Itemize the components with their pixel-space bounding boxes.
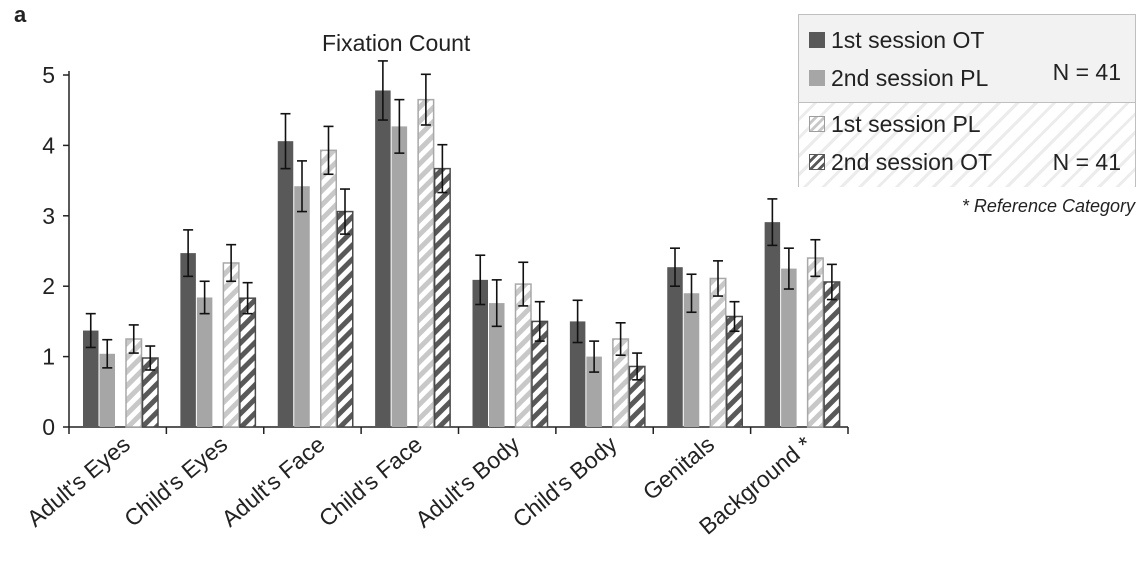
legend-group-1: 1st session OT 2nd session PL N = 41 xyxy=(799,15,1135,103)
bar xyxy=(222,262,240,428)
reference-category-note: * Reference Category xyxy=(961,196,1135,216)
panel-label: a xyxy=(14,2,27,27)
y-tick-label: 4 xyxy=(42,132,55,158)
bar xyxy=(764,222,781,427)
bar xyxy=(569,321,586,427)
legend-n-group-1: N = 41 xyxy=(1052,59,1121,85)
legend-group-2: 1st session PL 2nd session OT N = 41 xyxy=(799,103,1135,187)
bar xyxy=(823,281,841,428)
y-tick-label: 5 xyxy=(42,62,55,88)
bar xyxy=(433,167,451,428)
x-category-label: Child's Body xyxy=(508,431,622,533)
bar xyxy=(294,186,310,427)
x-category-label: Child's Face xyxy=(314,431,427,532)
bar xyxy=(806,257,824,428)
legend-label: 1st session PL xyxy=(831,110,981,137)
legend-item-1st-session-pl: 1st session PL xyxy=(809,109,981,139)
bar xyxy=(417,98,435,428)
bar xyxy=(489,303,505,427)
legend-label: 1st session OT xyxy=(831,26,985,53)
bar xyxy=(726,315,743,428)
bar xyxy=(375,90,391,427)
bar xyxy=(683,293,700,427)
x-category-label: Adult's Eyes xyxy=(22,431,135,532)
bar xyxy=(391,126,408,427)
bar xyxy=(239,297,257,428)
legend-label: 2nd session OT xyxy=(831,148,993,175)
bar xyxy=(336,210,354,428)
legend-swatch-solid-dark xyxy=(809,32,825,48)
legend-swatch-hatched-dark xyxy=(809,154,825,170)
bar xyxy=(709,277,727,428)
bar xyxy=(320,149,337,428)
legend-label: 2nd session PL xyxy=(831,64,989,91)
bar xyxy=(586,356,602,427)
y-tick-label: 2 xyxy=(42,273,55,299)
bar xyxy=(781,268,797,427)
y-tick-label: 3 xyxy=(42,203,55,229)
y-tick-label: 1 xyxy=(42,344,55,370)
x-category-label: Adult's Body xyxy=(410,431,524,533)
legend-swatch-hatched-light xyxy=(809,116,825,132)
x-category-label: Child's Eyes xyxy=(119,431,232,532)
bar xyxy=(472,279,488,427)
legend-item-2nd-session-pl: 2nd session PL xyxy=(809,63,988,93)
legend-n-group-2: N = 41 xyxy=(1052,149,1121,175)
bar xyxy=(667,267,683,427)
bar xyxy=(99,353,115,427)
legend-item-1st-session-ot: 1st session OT xyxy=(809,25,984,55)
y-tick-label: 0 xyxy=(42,414,55,440)
legend-item-2nd-session-ot: 2nd session OT xyxy=(809,147,992,177)
bar xyxy=(83,330,99,427)
bar xyxy=(180,253,196,427)
chart-title: Fixation Count xyxy=(322,30,471,56)
legend-swatch-solid-light xyxy=(809,70,825,86)
x-category-label: Genitals xyxy=(638,431,719,505)
bar xyxy=(277,141,294,427)
x-category-label: Adult's Face xyxy=(217,431,330,532)
bar xyxy=(196,297,213,427)
legend: 1st session OT 2nd session PL N = 41 1st… xyxy=(798,14,1136,187)
